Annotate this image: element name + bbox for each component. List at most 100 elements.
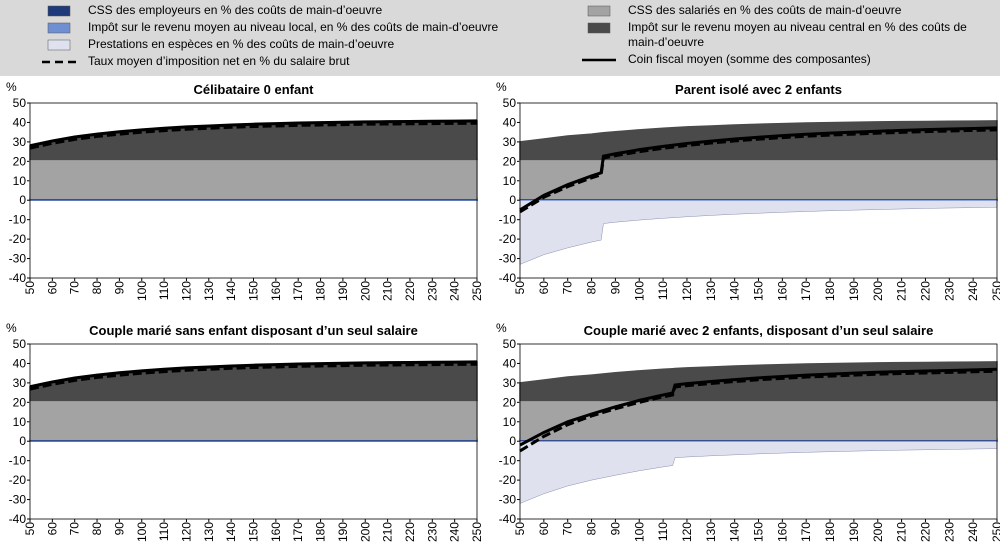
legend-swatch bbox=[587, 5, 611, 17]
x-tick-label: 230 bbox=[425, 522, 439, 542]
y-tick-label: 50 bbox=[503, 337, 517, 351]
x-tick-label: 140 bbox=[224, 281, 238, 301]
x-tick-label: 100 bbox=[135, 522, 149, 542]
x-tick-label: 170 bbox=[799, 281, 813, 301]
x-tick-label: 170 bbox=[291, 281, 305, 301]
plot-border bbox=[29, 102, 478, 279]
x-tick-label: 90 bbox=[608, 522, 622, 536]
x-tick-label: 130 bbox=[202, 281, 216, 301]
area bbox=[29, 399, 478, 441]
x-tick-label: 140 bbox=[728, 522, 742, 542]
x-tick-label: 250 bbox=[990, 522, 1000, 542]
x-tick-label: 230 bbox=[942, 522, 956, 542]
legend-swatch-fill bbox=[47, 39, 71, 51]
y-tick-label: 0 bbox=[19, 434, 26, 448]
legend-label: Coin fiscal moyen (somme des composantes… bbox=[628, 52, 871, 66]
legend-swatch bbox=[47, 5, 71, 17]
x-tick-label: 250 bbox=[470, 281, 484, 301]
legend-label: Taux moyen d’imposition net en % du sala… bbox=[88, 54, 350, 68]
x-tick-label: 140 bbox=[728, 281, 742, 301]
panel-title: Célibataire 0 enfant bbox=[194, 82, 315, 97]
y-tick-label: 20 bbox=[503, 154, 517, 168]
x-tick-label: 50 bbox=[23, 522, 37, 536]
legend-swatch-fill bbox=[47, 22, 71, 34]
y-tick-label: -40 bbox=[9, 271, 27, 285]
x-tick-label: 220 bbox=[403, 522, 417, 542]
legend-label: CSS des salariés en % des coûts de main-… bbox=[628, 3, 902, 17]
x-tick-label: 140 bbox=[224, 522, 238, 542]
x-tick-label: 120 bbox=[179, 522, 193, 542]
y-tick-label: -20 bbox=[499, 232, 517, 246]
y-tick-label: 10 bbox=[13, 415, 27, 429]
legend-item: Taux moyen d’imposition net en % du sala… bbox=[40, 54, 560, 69]
y-unit: % bbox=[496, 321, 507, 335]
y-tick-label: -30 bbox=[9, 493, 27, 507]
x-tick-label: 80 bbox=[90, 522, 104, 536]
x-tick-label: 190 bbox=[847, 522, 861, 542]
y-tick-label: 0 bbox=[509, 434, 516, 448]
x-tick-label: 220 bbox=[918, 522, 932, 542]
x-tick-label: 180 bbox=[314, 281, 328, 301]
y-tick-label: 30 bbox=[13, 376, 27, 390]
dashed-line bbox=[519, 369, 998, 453]
y-tick-label: -20 bbox=[9, 473, 27, 487]
x-tick-label: 90 bbox=[112, 522, 126, 536]
x-tick-label: 240 bbox=[448, 522, 462, 542]
x-tick-label: 240 bbox=[448, 281, 462, 301]
x-tick-label: 110 bbox=[157, 522, 171, 541]
line bbox=[519, 367, 998, 447]
x-tick-label: 120 bbox=[680, 522, 694, 542]
y-tick-label: -30 bbox=[499, 252, 517, 266]
x-tick-label: 60 bbox=[45, 522, 59, 536]
y-tick-label: 20 bbox=[13, 154, 27, 168]
legend-swatch bbox=[582, 58, 616, 62]
y-tick-label: -20 bbox=[499, 473, 517, 487]
y-tick-label: -40 bbox=[499, 271, 517, 285]
panel-title: Parent isolé avec 2 enfants bbox=[675, 82, 842, 97]
x-tick-label: 210 bbox=[381, 522, 395, 542]
x-tick-label: 60 bbox=[537, 522, 551, 536]
plot-border bbox=[519, 343, 998, 520]
x-tick-label: 130 bbox=[704, 522, 718, 542]
x-tick-label: 250 bbox=[470, 522, 484, 542]
y-tick-label: 50 bbox=[503, 96, 517, 110]
panel: Parent isolé avec 2 enfants% -40 -30 -20 -10… bbox=[496, 80, 1000, 301]
x-tick-label: 80 bbox=[585, 281, 599, 295]
x-tick-label: 180 bbox=[823, 281, 837, 301]
x-tick-label: 70 bbox=[68, 281, 82, 295]
x-tick-label: 100 bbox=[632, 522, 646, 542]
plot-border bbox=[29, 343, 478, 520]
area bbox=[519, 399, 998, 441]
x-tick-label: 60 bbox=[45, 281, 59, 295]
legend-swatch-fill bbox=[587, 5, 611, 17]
line bbox=[29, 119, 478, 148]
y-tick-label: -20 bbox=[9, 232, 27, 246]
x-tick-label: 160 bbox=[269, 281, 283, 301]
x-tick-label: 240 bbox=[966, 522, 980, 542]
legend-swatch bbox=[47, 22, 71, 34]
x-tick-label: 200 bbox=[871, 281, 885, 301]
x-tick-label: 220 bbox=[403, 281, 417, 301]
legend-item: Impôt sur le revenu moyen au niveau cent… bbox=[580, 20, 980, 50]
x-tick-label: 210 bbox=[895, 281, 909, 301]
x-tick-label: 210 bbox=[895, 522, 909, 542]
y-tick-label: 20 bbox=[503, 395, 517, 409]
x-tick-label: 110 bbox=[656, 281, 670, 300]
x-tick-label: 60 bbox=[537, 281, 551, 295]
x-tick-label: 120 bbox=[680, 281, 694, 301]
legend-item: Coin fiscal moyen (somme des composantes… bbox=[580, 52, 980, 67]
y-tick-label: -10 bbox=[9, 454, 27, 468]
y-tick-label: 30 bbox=[503, 135, 517, 149]
legend-swatch-fill bbox=[47, 5, 71, 17]
legend-column: CSS des employeurs en % des coûts de mai… bbox=[40, 3, 560, 71]
x-tick-label: 70 bbox=[561, 522, 575, 536]
x-tick-label: 70 bbox=[561, 281, 575, 295]
panel: Couple marié avec 2 enfants, disposant d… bbox=[496, 321, 1000, 542]
dashed-line bbox=[29, 121, 478, 150]
legend-column: CSS des salariés en % des coûts de main-… bbox=[580, 3, 980, 69]
legend-label: Impôt sur le revenu moyen au niveau loca… bbox=[88, 20, 499, 34]
legend-label: Impôt sur le revenu moyen au niveau cent… bbox=[628, 20, 967, 49]
plot-border bbox=[519, 102, 998, 279]
y-tick-label: 40 bbox=[503, 115, 517, 129]
x-tick-label: 130 bbox=[202, 522, 216, 542]
